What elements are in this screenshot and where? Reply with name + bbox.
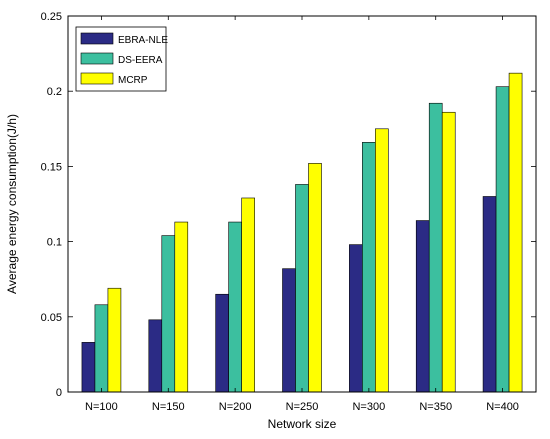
bar-mcrp-n=100: [107, 287, 122, 393]
bar-mcrp-n=300: [375, 128, 389, 393]
y-tick-label: 0.25: [41, 11, 62, 23]
bar-ds-eera-n=150: [161, 235, 176, 393]
y-tick-label: 0.15: [41, 161, 62, 173]
legend: EBRA-NLE DS-EERA MCRP: [75, 26, 168, 92]
plot-frame: [67, 15, 537, 393]
x-tick-label: N=300: [352, 401, 385, 413]
y-tick-label: 0.1: [47, 237, 62, 249]
bar-ebra-nle-n=200: [215, 293, 229, 393]
bar-mcrp-n=250: [308, 163, 322, 393]
bar-ebra-nle-n=250: [282, 268, 296, 393]
bar-ebra-nle-n=300: [349, 244, 363, 393]
bar-ds-eera-n=350: [428, 102, 443, 393]
bars-layer: [81, 72, 523, 393]
bar-ds-eera-n=200: [228, 221, 242, 393]
bar-ds-eera-n=300: [362, 142, 376, 393]
bar-ds-eera-n=400: [495, 86, 510, 393]
bar-mcrp-n=150: [174, 221, 189, 393]
bar-ebra-nle-n=400: [482, 196, 497, 393]
x-axis-label: Network size: [268, 417, 337, 431]
bar-mcrp-n=400: [508, 72, 523, 393]
legend-label-ebra-nle: EBRA-NLE: [118, 35, 168, 46]
legend-swatch-mcrp: [80, 72, 114, 85]
x-tick-label: N=200: [219, 401, 252, 413]
y-tick-label: 0.05: [41, 312, 62, 324]
bar-ds-eera-n=100: [94, 304, 109, 393]
bar-ebra-nle-n=100: [81, 342, 96, 393]
x-tick-label: N=350: [419, 401, 452, 413]
bar-ds-eera-n=250: [295, 184, 309, 393]
x-tick-label: N=400: [486, 401, 519, 413]
bar-ebra-nle-n=150: [148, 319, 163, 393]
legend-swatch-ds-eera: [80, 52, 114, 65]
y-tick-label: 0.2: [47, 86, 62, 98]
y-axis-label: Average energy consumption(J/h): [5, 114, 19, 294]
y-tick-label: 0: [56, 387, 62, 399]
bar-mcrp-n=200: [241, 197, 255, 393]
legend-label-mcrp: MCRP: [118, 75, 148, 86]
bar-ebra-nle-n=350: [415, 220, 430, 393]
x-tick-label: N=100: [85, 401, 118, 413]
x-tick-label: N=150: [152, 401, 185, 413]
x-tick-label: N=250: [286, 401, 319, 413]
legend-label-ds-eera: DS-EERA: [118, 55, 163, 66]
axes-layer: N=100 N=150 N=200 N=250 N=300 N=350 N=400 0 0.05…: [41, 11, 537, 413]
bar-mcrp-n=350: [441, 111, 456, 393]
legend-swatch-ebra-nle: [80, 32, 114, 45]
